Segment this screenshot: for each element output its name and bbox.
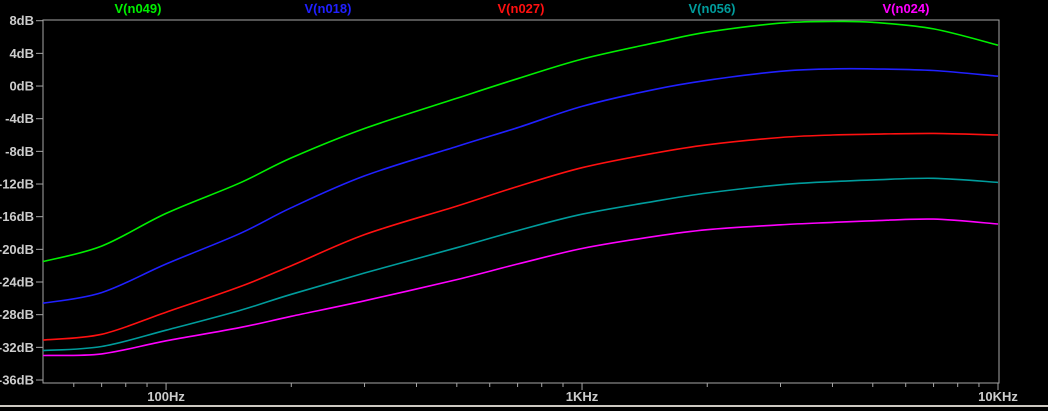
trace-vn049[interactable] bbox=[43, 20, 999, 263]
y-tick-label[interactable]: -8dB bbox=[5, 144, 34, 159]
legend-trace-label-vn049[interactable]: V(n049) bbox=[114, 1, 162, 16]
y-tick-label[interactable]: -36dB bbox=[0, 373, 34, 388]
y-tick-label[interactable]: -12dB bbox=[0, 177, 34, 192]
legend-trace-label-vn056[interactable]: V(n056) bbox=[688, 1, 736, 16]
legend-trace-label-vn027[interactable]: V(n027) bbox=[497, 1, 545, 16]
x-axis[interactable]: 100Hz 1KHz 10KHz bbox=[73, 383, 1019, 404]
trace-vn027[interactable] bbox=[43, 132, 999, 341]
y-tick-label[interactable]: -24dB bbox=[0, 275, 34, 290]
plot-border bbox=[42, 19, 1000, 384]
y-tick-label[interactable]: 8dB bbox=[9, 13, 34, 28]
legend-trace-label-vn018[interactable]: V(n018) bbox=[304, 1, 352, 16]
y-tick-label[interactable]: -4dB bbox=[5, 111, 34, 126]
y-tick-label[interactable]: -28dB bbox=[0, 307, 34, 322]
legend-trace-label-vn024[interactable]: V(n024) bbox=[882, 1, 930, 16]
y-tick-label[interactable]: -20dB bbox=[0, 242, 34, 257]
x-tick-label[interactable]: 100Hz bbox=[147, 389, 185, 404]
y-tick-label[interactable]: 4dB bbox=[9, 46, 34, 61]
y-axis[interactable]: 8dB 4dB 0dB -4dB -8dB -12dB -16dB -20dB -24dB -28… bbox=[0, 13, 43, 388]
window-bottom-edge bbox=[0, 405, 1048, 407]
trace-legend: V(n049) V(n018) V(n027) V(n056) V(n024) bbox=[0, 0, 1048, 19]
trace-vn024[interactable] bbox=[43, 218, 999, 357]
y-tick-label[interactable]: -16dB bbox=[0, 209, 34, 224]
x-tick-label[interactable]: 10KHz bbox=[978, 389, 1018, 404]
trace-vn018[interactable] bbox=[43, 67, 999, 304]
x-tick-label[interactable]: 1KHz bbox=[566, 389, 599, 404]
y-tick-label[interactable]: 0dB bbox=[9, 79, 34, 94]
trace-vn056[interactable] bbox=[43, 177, 999, 352]
y-tick-label[interactable]: -32dB bbox=[0, 340, 34, 355]
